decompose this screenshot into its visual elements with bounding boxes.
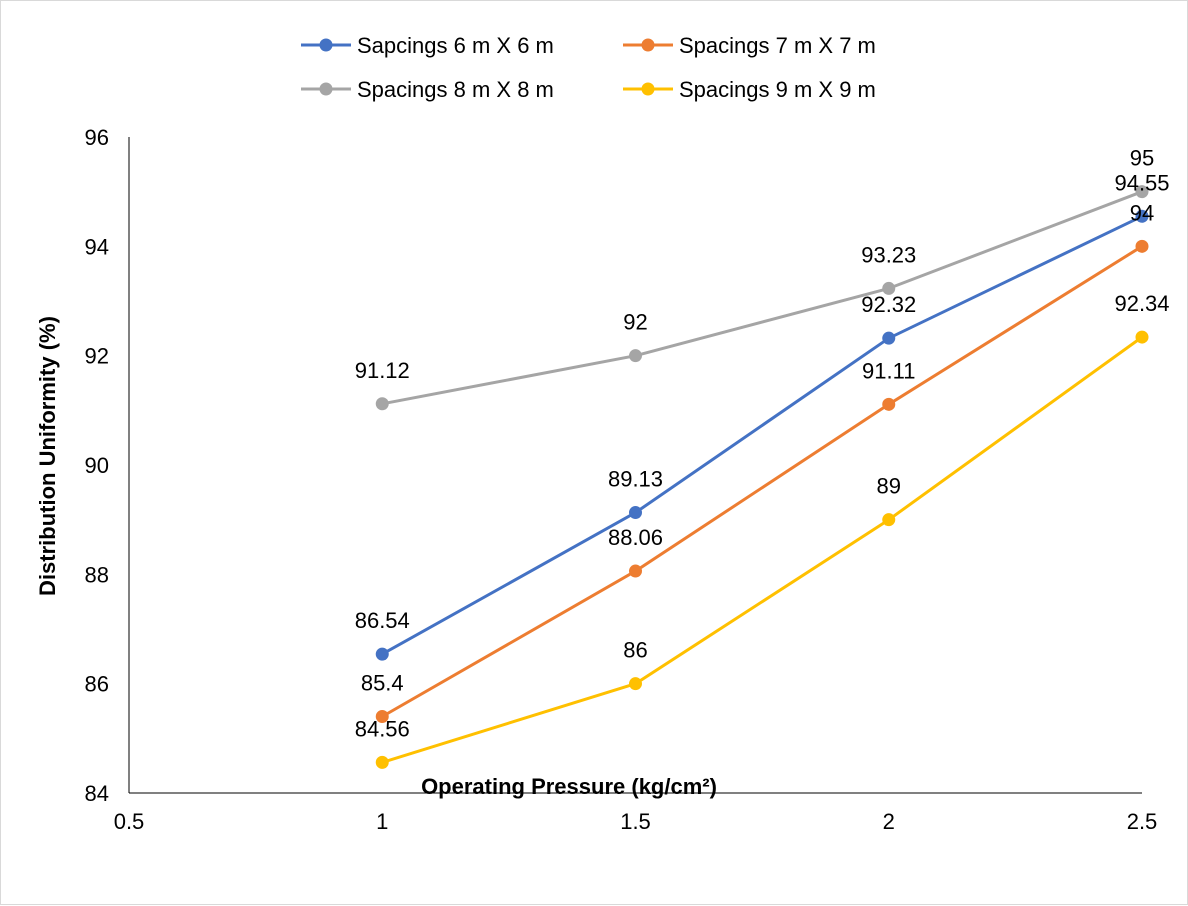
series-1-point-4 bbox=[1135, 209, 1149, 223]
y-axis: 84 86 88 90 92 94 96 bbox=[85, 125, 130, 806]
series-4-point-4 bbox=[1135, 330, 1149, 344]
x-tick-label-2: 1.5 bbox=[620, 809, 651, 834]
series-3 bbox=[375, 185, 1149, 411]
series-3-point-3 bbox=[882, 281, 896, 295]
series-3-data-label-1: 91.12 bbox=[355, 358, 410, 383]
series-4 bbox=[375, 330, 1149, 769]
series-2-line bbox=[381, 245, 1143, 718]
series-4-data-label-3: 89 bbox=[877, 474, 901, 499]
legend-label-4: Spacings 9 m X 9 m bbox=[679, 77, 876, 102]
legend: Sapcings 6 m X 6 m Spacings 7 m X 7 m Spac… bbox=[301, 33, 876, 102]
series-2-data-label-4: 94 bbox=[1130, 200, 1154, 225]
series-1 bbox=[375, 209, 1149, 661]
y-axis-title: Distribution Uniformity (%) bbox=[35, 316, 60, 596]
legend-swatch-marker-3 bbox=[319, 82, 333, 96]
series-4-data-label-1: 84.56 bbox=[355, 716, 410, 741]
series-1-point-1 bbox=[375, 647, 389, 661]
series-1-data-label-2: 89.13 bbox=[608, 467, 663, 492]
series-1-point-2 bbox=[629, 506, 642, 520]
series-3-point-4 bbox=[1135, 185, 1149, 199]
y-tick-label-0: 84 bbox=[85, 781, 109, 806]
series-4-point-1 bbox=[375, 755, 389, 769]
series-2-point-3 bbox=[882, 397, 896, 411]
x-axis-title: Operating Pressure (kg/cm²) bbox=[421, 774, 717, 799]
legend-label-3: Spacings 8 m X 8 m bbox=[357, 77, 554, 102]
series-1-data-label-4: 94.55 bbox=[1114, 170, 1169, 195]
series-2-data-label-2: 88.06 bbox=[608, 525, 663, 550]
series-4-point-3 bbox=[882, 513, 896, 527]
series-2 bbox=[375, 239, 1149, 723]
series-4-data-label-2: 86 bbox=[623, 638, 647, 663]
x-tick-label-3: 2 bbox=[883, 809, 895, 834]
x-tick-label-4: 2.5 bbox=[1127, 809, 1158, 834]
series-3-data-label-3: 93.23 bbox=[861, 242, 916, 267]
y-tick-label-1: 86 bbox=[85, 672, 109, 697]
series-1-point-3 bbox=[882, 331, 896, 345]
series-3-line bbox=[382, 190, 1143, 406]
legend-item-3: Spacings 8 m X 8 m bbox=[301, 77, 554, 102]
series-3-data-label-2: 92 bbox=[623, 310, 647, 335]
series-layer bbox=[375, 185, 1149, 769]
y-tick-label-2: 88 bbox=[85, 562, 109, 587]
legend-label-2: Spacings 7 m X 7 m bbox=[679, 33, 876, 58]
legend-swatch-marker-2 bbox=[641, 38, 655, 52]
series-2-data-label-3: 91.11 bbox=[862, 358, 915, 383]
x-axis: 0.5 1 1.5 2 2.5 bbox=[114, 792, 1158, 834]
series-2-point-1 bbox=[375, 709, 389, 723]
series-2-data-label-1: 85.4 bbox=[361, 670, 404, 695]
legend-swatch-marker-1 bbox=[319, 38, 333, 52]
series-3-point-2 bbox=[629, 349, 642, 363]
series-1-data-label-1: 86.54 bbox=[355, 608, 410, 633]
legend-item-4: Spacings 9 m X 9 m bbox=[623, 77, 876, 102]
x-tick-label-0: 0.5 bbox=[114, 809, 145, 834]
series-2-point-4 bbox=[1135, 239, 1149, 253]
y-tick-label-4: 92 bbox=[85, 344, 109, 369]
legend-label-1: Sapcings 6 m X 6 m bbox=[357, 33, 554, 58]
x-tick-label-1: 1 bbox=[376, 809, 388, 834]
series-3-data-label-4: 95 bbox=[1130, 146, 1154, 171]
y-tick-label-5: 94 bbox=[85, 234, 109, 259]
legend-swatch-marker-4 bbox=[641, 82, 655, 96]
y-tick-label-3: 90 bbox=[85, 453, 109, 478]
series-4-data-label-4: 92.34 bbox=[1114, 291, 1169, 316]
legend-item-1: Sapcings 6 m X 6 m bbox=[301, 33, 554, 58]
series-1-line bbox=[381, 214, 1143, 656]
data-label-layer: 86.54 89.13 92.32 94.55 85.4 88.06 91.11 94 91.1… bbox=[355, 146, 1170, 742]
series-2-point-2 bbox=[629, 564, 642, 578]
series-1-data-label-3: 92.32 bbox=[861, 292, 916, 317]
series-4-point-2 bbox=[629, 677, 642, 691]
y-tick-label-6: 96 bbox=[85, 125, 109, 150]
series-3-point-1 bbox=[375, 397, 389, 411]
legend-item-2: Spacings 7 m X 7 m bbox=[623, 33, 876, 58]
series-4-line bbox=[381, 335, 1143, 764]
